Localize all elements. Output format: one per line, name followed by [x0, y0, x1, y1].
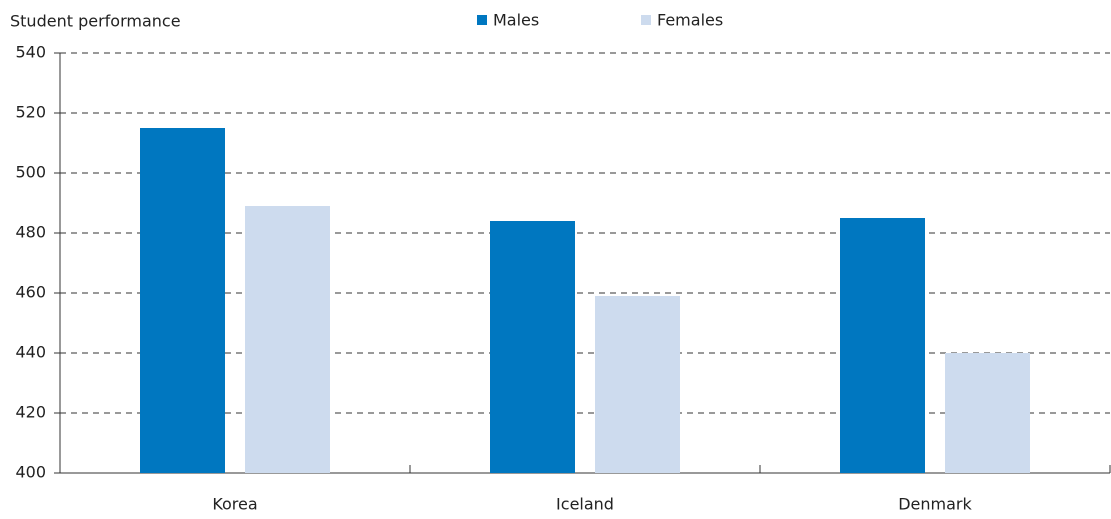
bar	[595, 296, 680, 473]
y-tick-label: 480	[15, 223, 46, 242]
x-tick-label: Iceland	[556, 495, 614, 514]
y-axis-label: Student performance	[10, 12, 181, 31]
legend-label: Males	[493, 11, 539, 30]
y-tick-label: 540	[15, 43, 46, 62]
y-tick-label: 500	[15, 163, 46, 182]
y-tick-label: 520	[15, 103, 46, 122]
x-tick-label: Korea	[212, 495, 257, 514]
y-tick-label: 460	[15, 283, 46, 302]
bar	[945, 353, 1030, 473]
y-tick-label: 420	[15, 403, 46, 422]
x-tick-label: Denmark	[898, 495, 972, 514]
legend-swatch	[477, 15, 487, 25]
bar	[245, 206, 330, 473]
legend-label: Females	[657, 11, 723, 30]
bar	[490, 221, 575, 473]
legend-swatch	[641, 15, 651, 25]
y-tick-label: 400	[15, 463, 46, 482]
y-tick-label: 440	[15, 343, 46, 362]
bar	[840, 218, 925, 473]
bar	[140, 128, 225, 473]
